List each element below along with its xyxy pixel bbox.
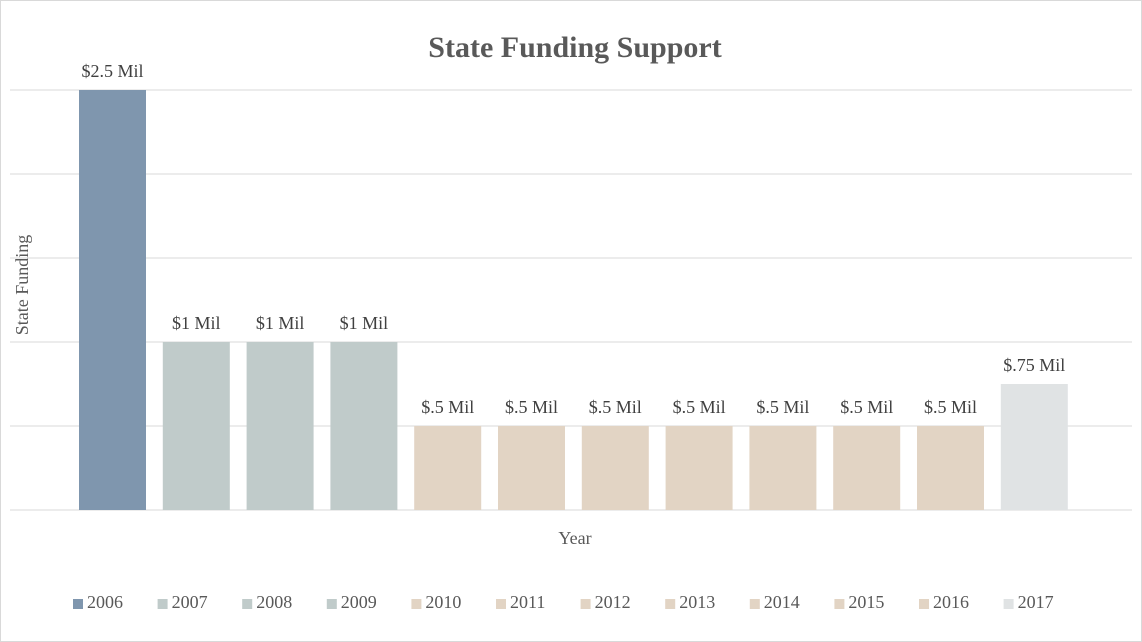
legend-label: 2013 [679,592,715,612]
legend-label: 2011 [510,592,545,612]
bar [79,90,146,510]
bar [581,426,649,510]
y-axis-label: State Funding [12,235,32,336]
legend-label: 2017 [1018,592,1054,612]
bar [414,426,482,510]
legend-swatch [580,599,591,609]
legend-swatch [411,599,422,609]
legend-label: 2009 [341,592,377,612]
bar [1000,384,1068,510]
data-label: $.5 Mil [589,397,642,417]
bar [833,426,901,510]
data-label: $1 Mil [340,313,389,333]
x-axis-label: Year [558,528,591,548]
data-label: $.5 Mil [673,397,726,417]
legend-swatch [919,599,929,609]
data-label: $.5 Mil [505,397,558,417]
legend-swatch [73,599,83,609]
bar [498,426,565,510]
bar [330,342,398,510]
legend-swatch [242,599,253,609]
chart-title: State Funding Support [428,31,721,64]
legend-label: 2007 [172,592,208,612]
data-label: $.5 Mil [421,397,474,417]
legend-swatch [326,599,337,609]
legend-label: 2008 [256,592,292,612]
legend-swatch [834,599,845,609]
data-label: $.5 Mil [840,397,893,417]
data-label: $1 Mil [172,313,221,333]
legend-label: 2015 [848,592,884,612]
data-label: $1 Mil [256,313,305,333]
legend-label: 2014 [764,592,800,612]
legend-swatch [665,599,676,609]
legend-label: 2006 [87,592,123,612]
bar [917,426,984,510]
data-label: $.75 Mil [1003,355,1065,375]
data-label: $.5 Mil [756,397,809,417]
bar [162,342,230,510]
data-label: $2.5 Mil [81,61,143,81]
legend-swatch [496,599,506,609]
legend-label: 2016 [933,592,969,612]
legend-label: 2010 [425,592,461,612]
bar [246,342,314,510]
bar [749,426,817,510]
data-label: $.5 Mil [924,397,977,417]
bar [665,426,733,510]
legend-label: 2012 [595,592,631,612]
legend-swatch [749,599,760,609]
legend-swatch [157,599,168,609]
legend-swatch [1003,599,1014,609]
